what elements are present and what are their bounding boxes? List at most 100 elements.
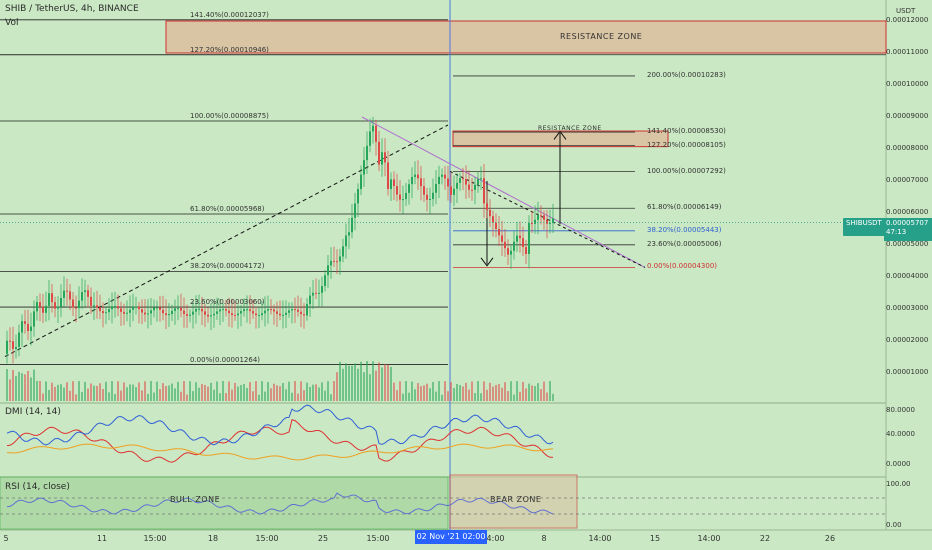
fib-level-label: 61.80%(0.00005968) bbox=[190, 205, 265, 214]
volume-bar bbox=[252, 391, 254, 401]
candle-body bbox=[117, 306, 119, 309]
candle-body bbox=[438, 176, 440, 184]
candle-body bbox=[528, 223, 530, 254]
candle-body bbox=[105, 312, 107, 314]
candle-body bbox=[144, 312, 146, 315]
time-tick-label: 26 bbox=[824, 534, 836, 543]
candle-body bbox=[474, 184, 476, 190]
symbol-price-tag: SHIBUSDT bbox=[843, 218, 886, 236]
candle-body bbox=[297, 309, 299, 312]
volume-bar bbox=[507, 391, 509, 401]
volume-bar bbox=[258, 394, 260, 401]
volume-bar bbox=[117, 381, 119, 401]
candle-body bbox=[84, 290, 86, 293]
volume-bar bbox=[30, 377, 32, 401]
candle-body bbox=[525, 247, 527, 254]
volume-bar bbox=[372, 361, 374, 401]
volume-bar bbox=[438, 381, 440, 401]
candle-body bbox=[441, 174, 443, 177]
candle-body bbox=[498, 229, 500, 236]
candle-body bbox=[288, 310, 290, 313]
volume-bar bbox=[549, 381, 551, 401]
volume-bar bbox=[417, 383, 419, 401]
volume-bar bbox=[390, 366, 392, 401]
volume-bar bbox=[552, 393, 554, 401]
volume-bar bbox=[135, 387, 137, 401]
candle-body bbox=[192, 311, 194, 315]
candle-body bbox=[87, 290, 89, 297]
rsi-label: RSI (14, close) bbox=[5, 482, 70, 492]
candle-body bbox=[156, 307, 158, 309]
volume-bar bbox=[312, 384, 314, 401]
candle-body bbox=[96, 305, 98, 308]
volume-bar bbox=[504, 382, 506, 401]
volume-bar bbox=[282, 383, 284, 401]
volume-bar bbox=[408, 392, 410, 401]
volume-bar bbox=[231, 389, 233, 401]
candle-body bbox=[546, 219, 548, 224]
volume-bar bbox=[237, 386, 239, 401]
price-tick-label: 0.00007000 bbox=[886, 176, 929, 184]
candle-body bbox=[552, 218, 554, 224]
candle-body bbox=[537, 215, 539, 220]
candle-body bbox=[219, 309, 221, 312]
volume-bar bbox=[141, 390, 143, 401]
volume-bar bbox=[204, 384, 206, 401]
candle-body bbox=[216, 311, 218, 314]
volume-bar bbox=[180, 391, 182, 401]
candle-body bbox=[147, 313, 149, 315]
volume-bar bbox=[225, 393, 227, 401]
candle-body bbox=[267, 309, 269, 311]
volume-bar bbox=[222, 381, 224, 401]
candle-body bbox=[273, 309, 275, 312]
fib-level-label: 141.40%(0.00008530) bbox=[647, 127, 726, 136]
candle-body bbox=[378, 141, 380, 165]
volume-bar bbox=[381, 367, 383, 401]
candle-body bbox=[336, 261, 338, 263]
volume-bar bbox=[471, 381, 473, 401]
dashed-trendline bbox=[449, 170, 646, 268]
volume-bar bbox=[369, 374, 371, 401]
candle-body bbox=[72, 299, 74, 308]
volume-bar bbox=[432, 381, 434, 401]
volume-bar bbox=[120, 390, 122, 401]
resistance-zone bbox=[165, 20, 887, 54]
candle-body bbox=[246, 309, 248, 311]
volume-bar bbox=[114, 394, 116, 401]
fib-level-label: 127.20%(0.00010946) bbox=[190, 45, 269, 54]
volume-bar bbox=[360, 361, 362, 401]
volume-bar bbox=[183, 381, 185, 401]
current-price-tag: 0.00005707 47:13 bbox=[884, 218, 932, 241]
volume-bar bbox=[153, 392, 155, 401]
volume-bar bbox=[156, 381, 158, 401]
candle-body bbox=[120, 308, 122, 312]
volume-bar bbox=[108, 392, 110, 401]
candle-body bbox=[492, 216, 494, 223]
volume-bar bbox=[249, 382, 251, 401]
volume-bar bbox=[198, 387, 200, 401]
volume-bar bbox=[363, 372, 365, 401]
candle-body bbox=[99, 307, 101, 312]
fib-level-label: 23.60%(0.00005006) bbox=[647, 239, 722, 248]
candle-body bbox=[465, 179, 467, 185]
candle-body bbox=[360, 174, 362, 189]
fib-level-label: 100.00%(0.00007292) bbox=[647, 166, 726, 175]
candle-body bbox=[462, 178, 464, 180]
volume-bar bbox=[69, 390, 71, 401]
candle-body bbox=[480, 178, 482, 180]
candle-body bbox=[510, 250, 512, 255]
volume-bar bbox=[348, 365, 350, 401]
candle-body bbox=[453, 188, 455, 195]
candle-body bbox=[420, 178, 422, 187]
candle-body bbox=[174, 308, 176, 311]
candle-body bbox=[93, 305, 95, 307]
volume-bar bbox=[51, 382, 53, 401]
candle-body bbox=[306, 304, 308, 316]
volume-bar bbox=[462, 386, 464, 401]
fib-level-label: 0.00%(0.00001264) bbox=[190, 355, 261, 364]
candle-body bbox=[342, 246, 344, 257]
volume-bar bbox=[354, 363, 356, 401]
volume-bar bbox=[441, 394, 443, 401]
candle-body bbox=[543, 215, 545, 220]
